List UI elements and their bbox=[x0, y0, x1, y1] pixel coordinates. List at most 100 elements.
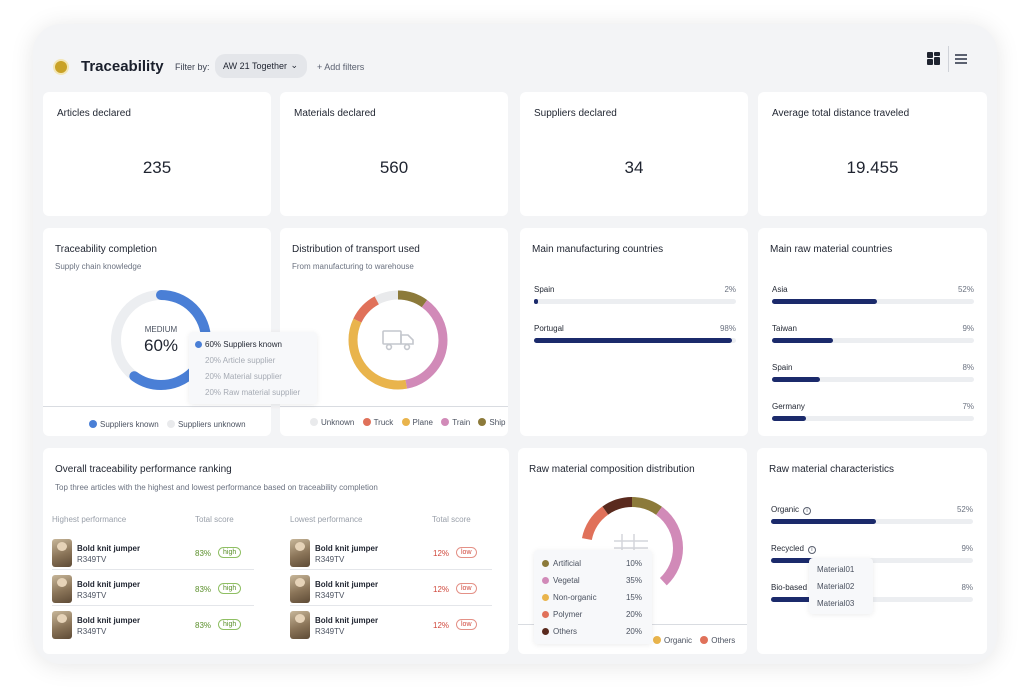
characteristic-percent: 9% bbox=[961, 544, 973, 553]
ranking-row-low[interactable]: Bold knit jumper R349TV 12% low bbox=[290, 571, 492, 606]
donut-segment[interactable] bbox=[581, 497, 683, 599]
card-title: Raw material characteristics bbox=[769, 464, 895, 475]
donut-segment[interactable] bbox=[581, 497, 683, 599]
country-percent: 7% bbox=[962, 402, 974, 411]
traceability-tooltip: 60% Suppliers known 20% Article supplier… bbox=[189, 332, 317, 404]
grid-view-icon[interactable] bbox=[927, 52, 941, 66]
info-icon[interactable]: i bbox=[807, 546, 816, 554]
legend-item: Organic bbox=[653, 636, 692, 645]
tooltip-line: 20% Article supplier bbox=[205, 356, 276, 365]
transport-legend: Unknown Truck Plane Train Ship bbox=[310, 418, 511, 427]
page-title: Traceability bbox=[81, 58, 164, 75]
article-score: 12% bbox=[433, 549, 450, 558]
lowest-performance-header: Lowest performance bbox=[290, 515, 363, 524]
bar-fill bbox=[534, 338, 732, 343]
score-badge: low bbox=[456, 547, 477, 558]
card-title: Main manufacturing countries bbox=[532, 244, 664, 255]
ranking-row-low[interactable]: Bold knit jumper R349TV 12% low bbox=[290, 535, 492, 570]
dropdown-option[interactable]: Material01 bbox=[817, 565, 855, 574]
card-subtitle: Supply chain knowledge bbox=[55, 262, 142, 271]
article-name: Bold knit jumper bbox=[315, 544, 379, 553]
tooltip-percent: 10% bbox=[625, 559, 642, 568]
donut-segment-plane[interactable] bbox=[348, 290, 448, 390]
collection-filter-select[interactable]: AW 21 Together ⌄ bbox=[215, 54, 307, 78]
score-badge: high bbox=[218, 547, 242, 558]
characteristic-percent: 52% bbox=[956, 505, 973, 514]
article-code: R349TV bbox=[315, 627, 345, 636]
legend-item: Others bbox=[700, 636, 735, 645]
article-score: 12% bbox=[433, 585, 450, 594]
tooltip-percent: 15% bbox=[625, 593, 642, 602]
tooltip-line: 20% Raw material supplier bbox=[205, 388, 301, 397]
add-filters-button[interactable]: + Add filters bbox=[317, 62, 365, 72]
article-thumbnail bbox=[290, 575, 310, 603]
article-code: R349TV bbox=[77, 591, 107, 600]
article-name: Bold knit jumper bbox=[315, 616, 379, 625]
legend-item: Suppliers unknown bbox=[166, 420, 246, 429]
ranking-row-low[interactable]: Bold knit jumper R349TV 12% low bbox=[290, 607, 492, 642]
dashboard-frame: Traceability Filter by: AW 21 Together ⌄… bbox=[33, 24, 997, 664]
card-title: Traceability completion bbox=[55, 244, 157, 255]
country-label: Asia bbox=[772, 285, 788, 294]
raw-material-characteristics-card: Raw material characteristics Organic i 52… bbox=[757, 448, 987, 654]
legend-item: Unknown bbox=[310, 418, 354, 427]
bar-fill bbox=[771, 519, 877, 524]
kpi-card-materials: Materials declared 560 bbox=[280, 92, 508, 216]
characteristic-label: Organic bbox=[771, 505, 800, 514]
article-code: R349TV bbox=[315, 555, 345, 564]
bar-fill bbox=[772, 416, 807, 421]
bar-fill bbox=[534, 299, 539, 304]
performance-ranking-card: Overall traceability performance ranking… bbox=[43, 448, 509, 654]
completion-level: MEDIUM bbox=[144, 325, 178, 334]
bar-fill bbox=[771, 558, 826, 563]
bar-track bbox=[772, 338, 974, 343]
list-view-icon[interactable] bbox=[955, 53, 967, 65]
legend-item: Train bbox=[441, 418, 470, 427]
kpi-title: Suppliers declared bbox=[534, 108, 617, 119]
kpi-card-articles: Articles declared 235 bbox=[43, 92, 271, 216]
dropdown-option[interactable]: Material03 bbox=[817, 599, 855, 608]
bar-track bbox=[772, 377, 974, 382]
bar-track bbox=[534, 338, 736, 343]
dropdown-option[interactable]: Material02 bbox=[817, 582, 855, 591]
bar-track bbox=[771, 519, 973, 524]
bar-track bbox=[772, 299, 974, 304]
brand-logo-icon bbox=[55, 61, 67, 73]
ranking-row-high[interactable]: Bold knit jumper R349TV 83% high bbox=[52, 571, 254, 606]
article-thumbnail bbox=[290, 611, 310, 639]
traceability-legend: Suppliers known Suppliers unknown bbox=[89, 420, 252, 429]
score-badge: high bbox=[218, 619, 242, 630]
ranking-row-high[interactable]: Bold knit jumper R349TV 83% high bbox=[52, 535, 254, 570]
legend-item: Plane bbox=[401, 418, 433, 427]
article-score: 83% bbox=[195, 549, 212, 558]
tooltip-percent: 35% bbox=[625, 576, 642, 585]
country-label: Portugal bbox=[534, 324, 564, 333]
bar-track bbox=[772, 416, 974, 421]
card-title: Main raw material countries bbox=[770, 244, 893, 255]
donut-segment-train[interactable] bbox=[348, 290, 448, 390]
country-label: Taiwan bbox=[772, 324, 797, 333]
transport-distribution-card: Distribution of transport used From manu… bbox=[280, 228, 508, 436]
truck-icon bbox=[382, 330, 414, 351]
characteristic-label: Recycled bbox=[771, 544, 804, 553]
article-thumbnail bbox=[52, 575, 72, 603]
total-score-header: Total score bbox=[195, 515, 234, 524]
tooltip-percent: 20% bbox=[625, 610, 642, 619]
country-percent: 2% bbox=[724, 285, 736, 294]
card-title: Distribution of transport used bbox=[292, 244, 420, 255]
view-toggle-divider bbox=[948, 46, 949, 72]
donut-segment-ship[interactable] bbox=[348, 290, 448, 390]
tooltip-dot bbox=[195, 341, 202, 348]
total-score-header: Total score bbox=[432, 515, 471, 524]
country-percent: 98% bbox=[719, 324, 736, 333]
article-score: 83% bbox=[195, 621, 212, 630]
country-percent: 52% bbox=[957, 285, 974, 294]
ranking-row-high[interactable]: Bold knit jumper R349TV 83% high bbox=[52, 607, 254, 642]
info-icon[interactable]: i bbox=[803, 507, 812, 515]
characteristic-label: Bio-based bbox=[771, 583, 808, 592]
bar-track bbox=[534, 299, 736, 304]
legend-item: Suppliers known bbox=[89, 420, 159, 429]
kpi-value: 19.455 bbox=[846, 158, 899, 177]
article-code: R349TV bbox=[315, 591, 345, 600]
top-bar: Traceability Filter by: AW 21 Together ⌄… bbox=[33, 24, 997, 86]
